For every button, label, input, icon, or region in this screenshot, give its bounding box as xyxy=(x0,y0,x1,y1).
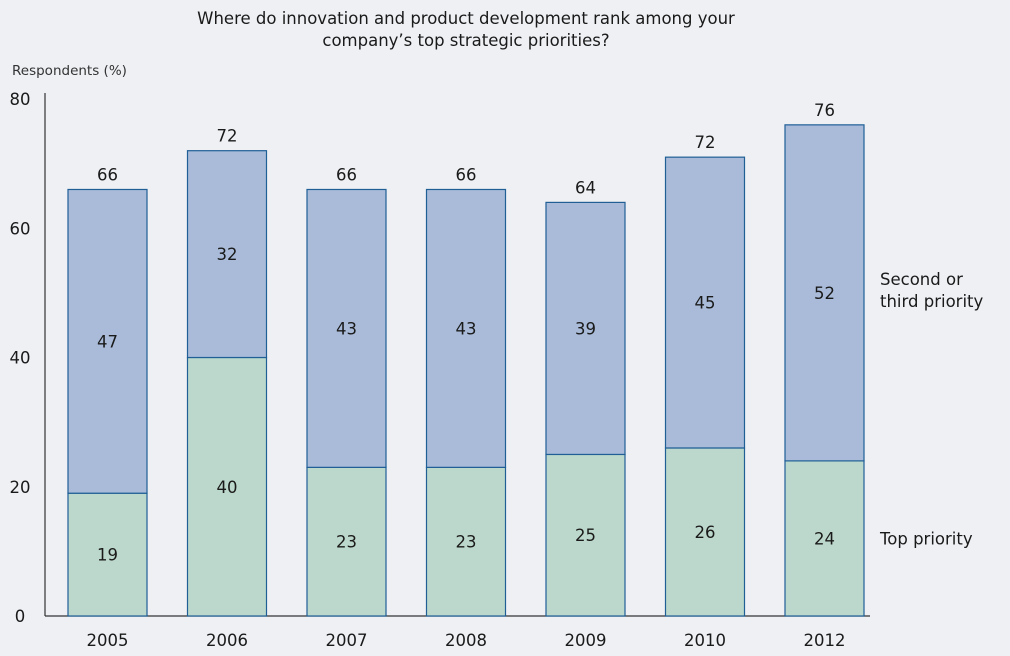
data-label-second-or-third: 43 xyxy=(336,319,357,338)
data-label-second-or-third: 43 xyxy=(456,319,477,338)
y-axis-label: Respondents (%) xyxy=(12,63,127,79)
bar-segment-second-or-third xyxy=(784,124,865,462)
data-label-total: 72 xyxy=(217,127,238,146)
data-label-second-or-third: 47 xyxy=(97,332,118,351)
y-tick-label: 40 xyxy=(10,349,31,368)
data-label-total: 64 xyxy=(575,178,596,197)
y-tick-label: 60 xyxy=(10,219,31,238)
bar-segment-top-priority xyxy=(664,447,746,617)
bar-segment-top-priority xyxy=(784,460,865,617)
data-label-second-or-third: 45 xyxy=(695,294,716,313)
data-label-total: 66 xyxy=(456,165,477,184)
data-label-top-priority: 23 xyxy=(336,533,357,552)
bar-segment-second-or-third xyxy=(664,156,746,449)
y-tick-label: 20 xyxy=(10,478,31,497)
legend-label-top-priority: Top priority xyxy=(879,529,973,548)
x-tick-label: 2008 xyxy=(445,631,487,650)
data-label-total: 66 xyxy=(97,165,118,184)
bar-segment-second-or-third xyxy=(425,188,507,468)
data-label-top-priority: 26 xyxy=(695,523,716,542)
y-tick-label: 0 xyxy=(15,607,26,626)
data-label-top-priority: 40 xyxy=(217,478,238,497)
bar-segment-top-priority xyxy=(306,466,387,617)
bar-segment-second-or-third xyxy=(545,201,626,456)
x-tick-label: 2009 xyxy=(565,631,607,650)
bar-segment-top-priority xyxy=(545,453,626,617)
x-tick-label: 2006 xyxy=(206,631,248,650)
data-label-top-priority: 25 xyxy=(575,526,596,545)
data-label-second-or-third: 39 xyxy=(575,319,596,338)
data-label-top-priority: 19 xyxy=(97,546,118,565)
legend-label-second-or-third: Second or third priority xyxy=(880,270,983,311)
data-label-total: 66 xyxy=(336,165,357,184)
x-tick-label: 2012 xyxy=(804,631,846,650)
data-label-total: 76 xyxy=(814,101,835,120)
bar-segment-top-priority xyxy=(67,492,148,617)
data-label-second-or-third: 52 xyxy=(814,284,835,303)
y-tick-label: 80 xyxy=(10,90,31,109)
bar-segment-second-or-third xyxy=(67,188,148,494)
x-tick-label: 2010 xyxy=(684,631,726,650)
data-label-top-priority: 24 xyxy=(814,529,835,548)
bar-segment-second-or-third xyxy=(306,188,387,468)
bar-segment-second-or-third xyxy=(186,150,268,359)
data-label-total: 72 xyxy=(695,133,716,152)
bar-segment-top-priority xyxy=(425,466,507,617)
x-tick-label: 2007 xyxy=(326,631,368,650)
data-label-second-or-third: 32 xyxy=(217,245,238,264)
x-tick-label: 2005 xyxy=(87,631,129,650)
chart-title: Where do innovation and product developm… xyxy=(197,9,735,50)
data-label-top-priority: 23 xyxy=(456,533,477,552)
